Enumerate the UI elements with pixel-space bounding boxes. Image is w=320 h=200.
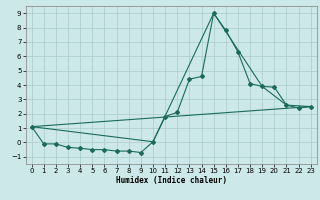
X-axis label: Humidex (Indice chaleur): Humidex (Indice chaleur) <box>116 176 227 185</box>
